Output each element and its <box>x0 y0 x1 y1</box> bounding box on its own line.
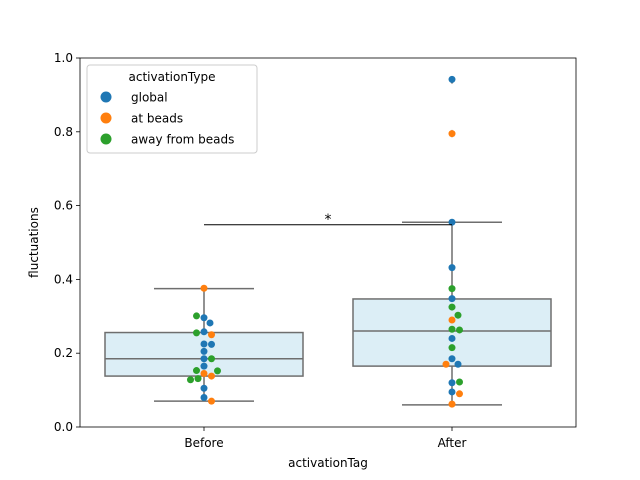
data-point <box>208 397 215 405</box>
data-point <box>448 295 456 303</box>
data-point <box>200 340 208 348</box>
data-point <box>448 355 456 363</box>
y-tick-label: 0.8 <box>54 125 73 139</box>
y-tick-label: 0.2 <box>54 346 73 360</box>
data-point <box>200 369 208 377</box>
data-point <box>456 390 463 398</box>
data-point <box>448 218 456 226</box>
y-axis: 0.0 0.2 0.4 0.6 0.8 1.0 <box>54 51 80 434</box>
data-point <box>448 388 456 396</box>
data-point <box>448 303 456 311</box>
points-layer <box>187 75 463 408</box>
significance-label: * <box>325 212 332 228</box>
x-tick-label: After <box>438 436 467 450</box>
x-axis-label: activationTag <box>288 456 368 470</box>
data-point <box>200 284 208 292</box>
data-point <box>208 331 215 339</box>
data-point <box>456 326 463 334</box>
legend-label: global <box>131 91 168 105</box>
legend-marker <box>100 91 112 103</box>
y-axis-label: fluctuations <box>27 207 41 278</box>
y-tick-label: 0.6 <box>54 199 73 213</box>
data-point <box>456 378 463 386</box>
legend-label: at beads <box>131 112 183 126</box>
data-point <box>200 393 208 401</box>
data-point <box>193 367 200 375</box>
data-point <box>208 372 215 380</box>
data-point <box>208 355 215 363</box>
y-tick-label: 1.0 <box>54 51 73 65</box>
data-point <box>206 319 214 327</box>
annotation-layer: * <box>204 212 452 228</box>
data-point <box>200 328 208 336</box>
data-point <box>193 312 200 320</box>
y-tick-label: 0.4 <box>54 272 73 286</box>
data-point <box>448 400 456 408</box>
data-point <box>193 329 200 337</box>
data-point <box>214 367 221 375</box>
data-point <box>448 130 456 138</box>
plot-area-frame <box>79 57 577 428</box>
data-point <box>208 340 215 348</box>
data-point <box>448 316 456 324</box>
data-point <box>454 360 462 368</box>
data-point <box>448 379 456 387</box>
legend-box <box>86 64 258 154</box>
data-point <box>200 355 208 363</box>
data-point <box>454 311 462 319</box>
data-point <box>448 334 456 342</box>
legend: activationType global at beads away from b… <box>86 64 258 154</box>
data-point <box>200 314 208 322</box>
data-point <box>448 285 456 293</box>
legend-entries: global at beads away from beads <box>100 91 234 147</box>
y-tick-label: 0.0 <box>54 420 73 434</box>
data-point <box>448 75 456 83</box>
legend-marker <box>100 112 112 124</box>
legend-title: activationType <box>129 70 216 84</box>
data-point <box>200 362 208 370</box>
data-point <box>200 347 208 355</box>
data-point <box>448 344 456 352</box>
data-point <box>194 375 202 383</box>
data-point <box>442 360 450 368</box>
data-point <box>448 264 456 272</box>
x-axis: Before After <box>184 427 466 450</box>
data-point <box>448 325 456 333</box>
x-tick-label: Before <box>184 436 223 450</box>
legend-marker <box>100 133 112 145</box>
data-point <box>187 376 194 384</box>
legend-label: away from beads <box>131 133 234 147</box>
data-point <box>200 384 208 392</box>
